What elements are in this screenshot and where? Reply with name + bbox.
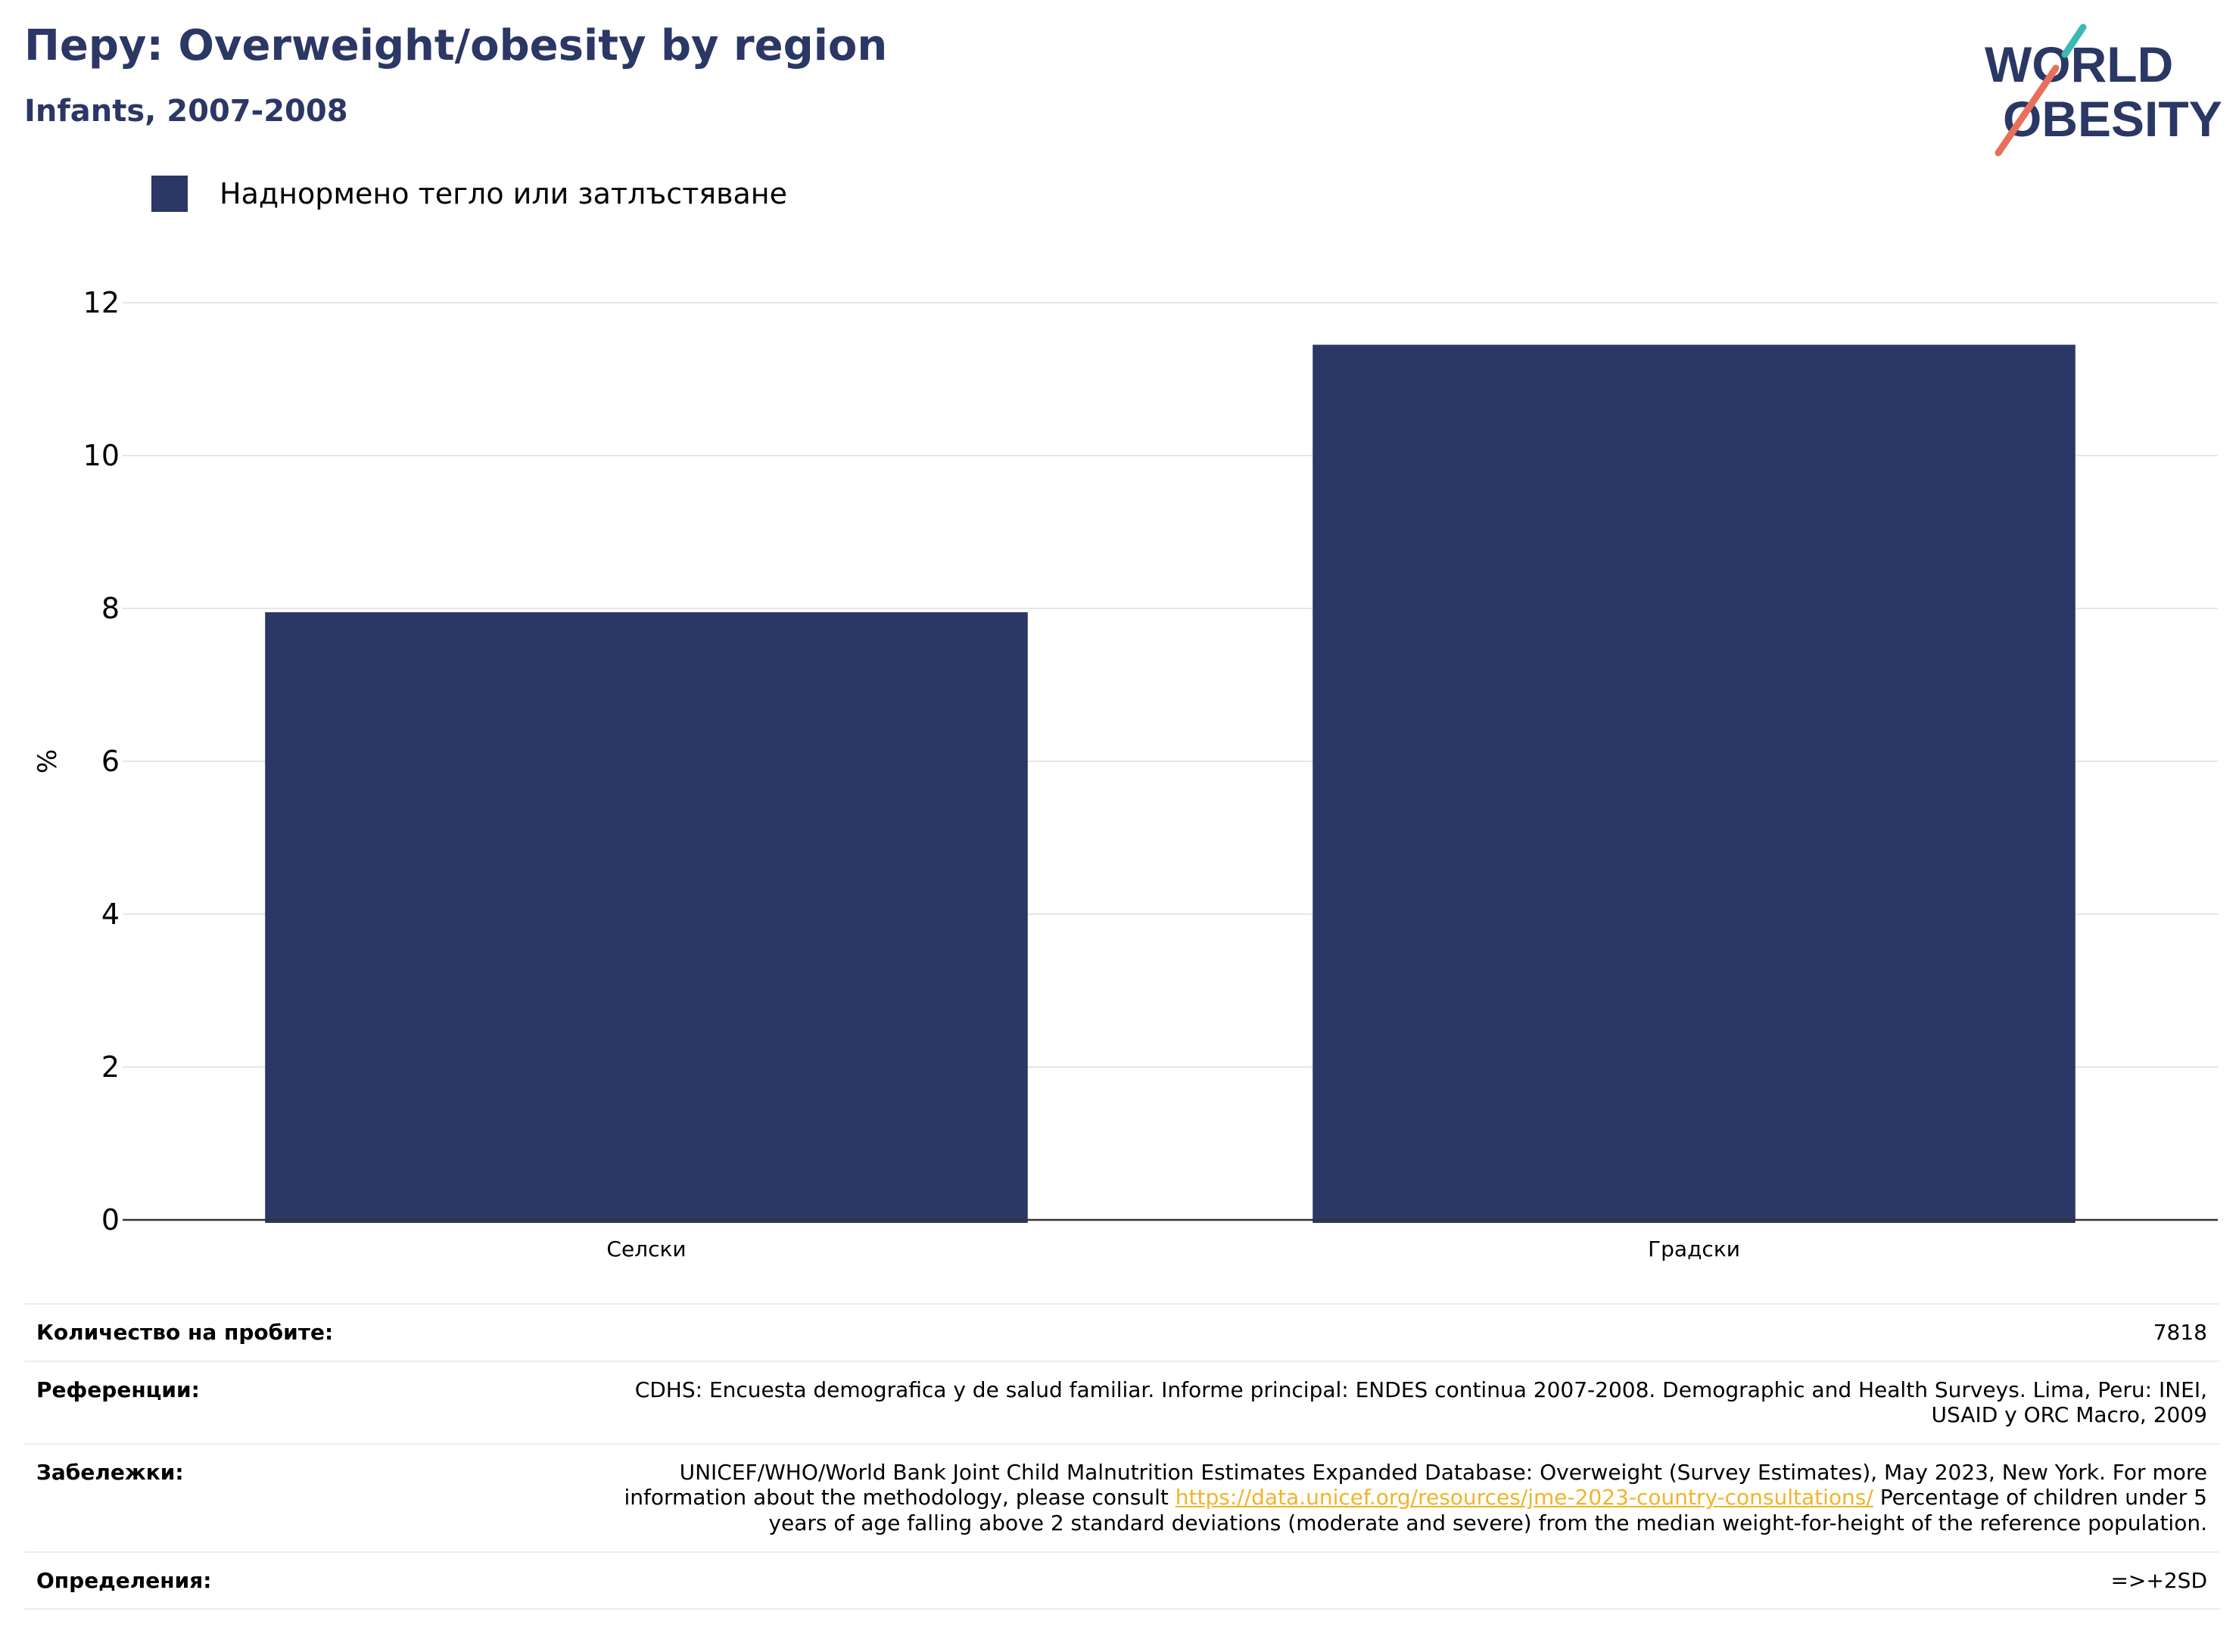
legend-label: Наднормено тегло или затлъстяване [220,177,787,210]
references-value: CDHS: Encuesta demografica y de salud fa… [634,1377,2207,1428]
logo-teal-slash [2061,23,2087,58]
info-row-definitions: Определения: =>+2SD [24,1551,2219,1610]
definitions-value: =>+2SD [2110,1567,2207,1593]
legend: Наднормено тегло или затлъстяване [151,176,787,212]
logo-text-world: WORLD [1985,36,2173,92]
y-tick-label: 2 [101,1050,120,1084]
sample-size-value: 7818 [2153,1320,2207,1345]
info-row-sample: Количество на пробите: 7818 [24,1303,2219,1361]
notes-text-before: UNICEF/WHO/World Bank Joint Child Malnut… [624,1459,2208,1510]
definitions-label: Определения: [36,1567,212,1593]
legend-swatch [151,176,188,212]
y-axis-label: % [33,749,63,773]
info-row-notes: Забележки: UNICEF/WHO/World Bank Joint C… [24,1442,2219,1551]
methodology-link[interactable]: https://data.unicef.org/resources/jme-20… [1175,1485,1873,1510]
chart-subtitle: Infants, 2007-2008 [24,94,348,129]
y-tick-label: 10 [83,439,120,472]
bar [265,612,1028,1223]
notes-value: UNICEF/WHO/World Bank Joint Child Malnut… [603,1459,2208,1536]
notes-text-after: Percentage of children under 5 years of … [768,1485,2207,1535]
y-tick-label: 0 [101,1203,120,1237]
bar [1313,344,2076,1223]
y-tick-label: 6 [101,745,120,778]
y-tick-label: 12 [83,288,120,319]
sample-size-label: Количество на пробите: [36,1320,334,1345]
world-obesity-logo: WORLD OBESITY [1985,23,2222,157]
references-label: Референции: [36,1377,200,1402]
info-row-references: Референции: CDHS: Encuesta demografica y… [24,1360,2219,1443]
notes-label: Забележки: [36,1459,184,1485]
bar-chart: 0 2 4 6 8 10 12% Селски Градски [33,288,2218,1262]
x-tick-label: Градски [1648,1237,1740,1262]
y-tick-label: 8 [101,592,120,625]
x-tick-label: Селски [606,1237,686,1262]
logo-coral-slash [1995,64,2060,157]
info-table: Количество на пробите: 7818 Референции: … [24,1303,2219,1610]
chart-title: Перу: Overweight/obesity by region [24,21,888,70]
logo-text-obesity: OBESITY [2003,91,2222,147]
y-tick-label: 4 [101,898,120,931]
